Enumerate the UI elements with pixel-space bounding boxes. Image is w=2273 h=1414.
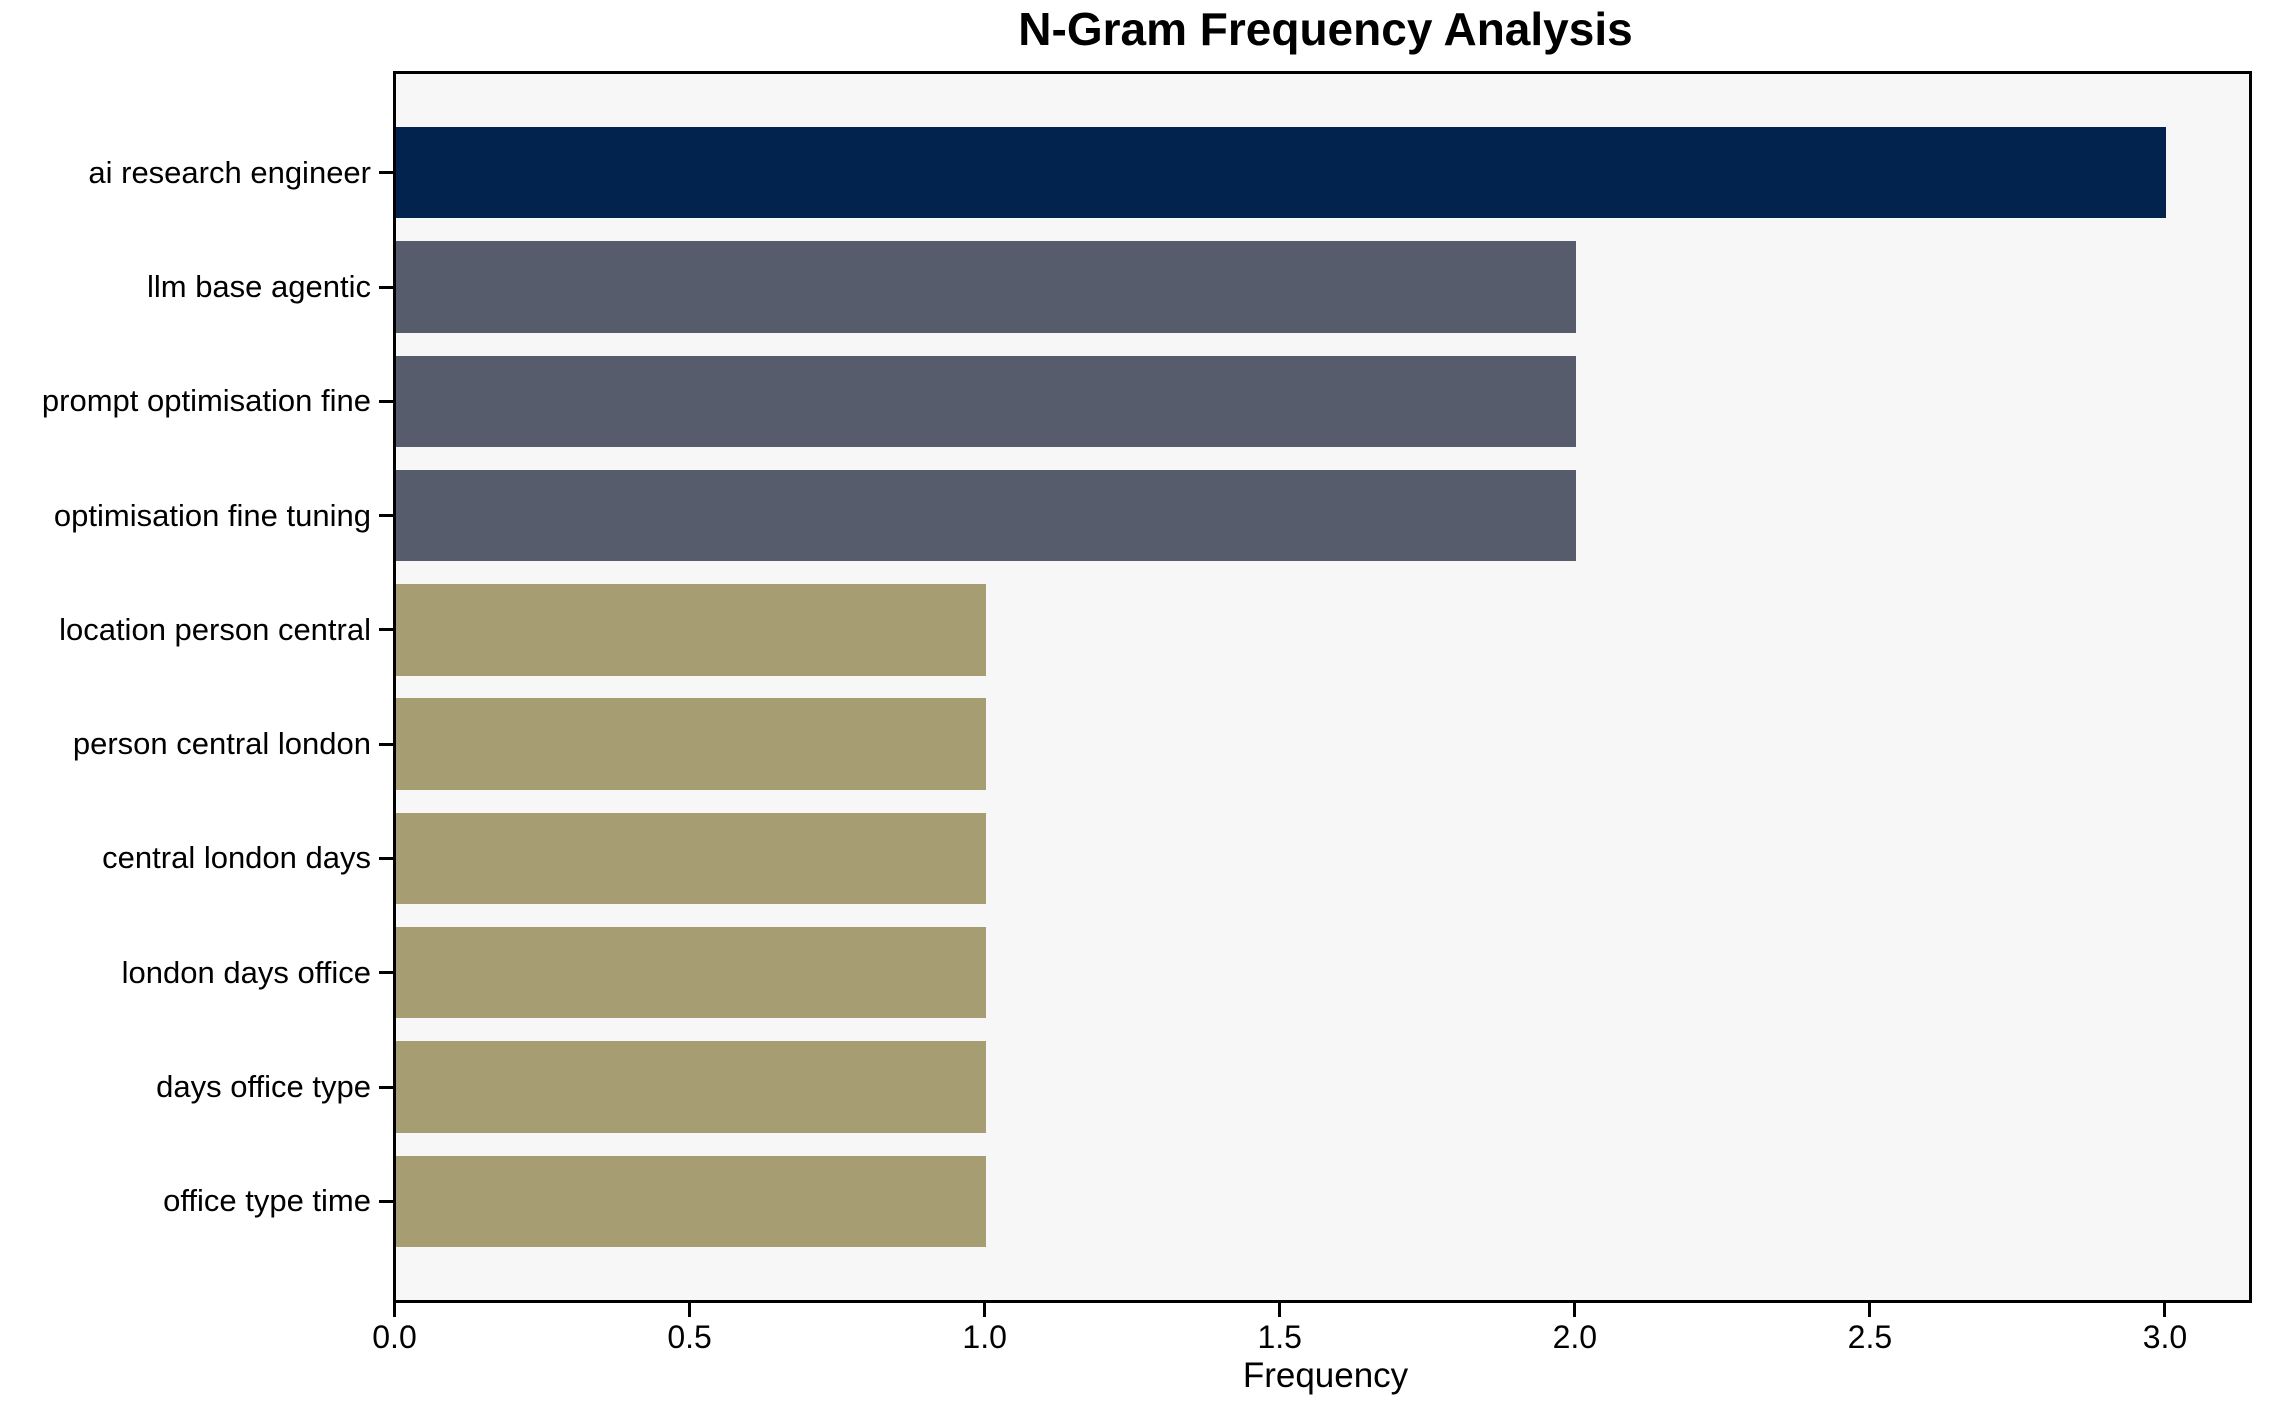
bar	[396, 584, 987, 676]
bar	[396, 127, 2167, 219]
y-tick-label: llm base agentic	[146, 269, 371, 304]
y-tick-label: prompt optimisation fine	[41, 383, 371, 419]
y-tick-label: optimisation fine tuning	[53, 497, 371, 533]
x-tick-mark	[983, 1303, 987, 1317]
x-tick-label: 0.5	[667, 1319, 712, 1355]
y-tick-mark	[379, 742, 393, 746]
x-tick-label: 2.5	[1847, 1319, 1893, 1355]
y-tick-mark	[379, 171, 393, 175]
y-tick-label: person central london	[72, 726, 371, 762]
bar	[396, 927, 987, 1019]
y-tick-mark	[379, 971, 393, 975]
x-tick-label: 2.0	[1552, 1319, 1598, 1355]
x-tick-mark	[1573, 1303, 1577, 1317]
y-tick-label: central london days	[102, 840, 371, 876]
x-tick-mark	[688, 1303, 692, 1317]
x-axis-label: Frequency	[1242, 1356, 1409, 1395]
bar	[396, 698, 987, 790]
x-tick-mark	[2163, 1303, 2167, 1317]
x-tick-mark	[1868, 1303, 1872, 1317]
y-tick-mark	[379, 399, 393, 403]
y-tick-label: london days office	[121, 954, 371, 990]
x-tick-label: 3.0	[2142, 1319, 2188, 1355]
x-tick-label: 0.0	[372, 1319, 417, 1355]
chart-title: N-Gram Frequency Analysis	[1018, 3, 1633, 55]
y-tick-mark	[379, 628, 393, 632]
y-tick-mark	[379, 856, 393, 860]
y-tick-label: office type time	[163, 1183, 371, 1219]
y-tick-mark	[379, 1085, 393, 1089]
bar	[396, 1155, 987, 1247]
y-tick-mark	[379, 285, 393, 289]
bar	[396, 469, 1577, 562]
bar	[396, 355, 1577, 447]
bar	[396, 812, 987, 905]
x-tick-label: 1.5	[1257, 1319, 1302, 1355]
y-tick-label: ai research engineer	[88, 154, 371, 190]
y-tick-label: days office type	[156, 1069, 371, 1104]
y-tick-mark	[379, 1199, 393, 1203]
x-tick-label: 1.0	[962, 1319, 1007, 1355]
bar	[396, 241, 1577, 333]
y-tick-label: location person central	[59, 611, 371, 647]
y-tick-mark	[379, 514, 393, 518]
bar	[396, 1041, 987, 1133]
x-tick-mark	[393, 1303, 396, 1317]
bars-layer	[396, 74, 2249, 1300]
x-tick-mark	[1278, 1303, 1282, 1317]
plot-area	[393, 71, 2252, 1303]
